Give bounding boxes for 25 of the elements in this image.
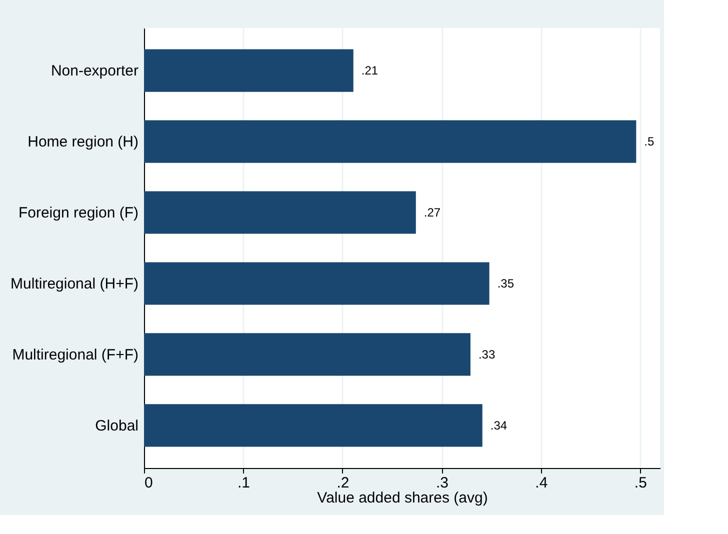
y-tick-label: Multiregional (F+F) (12, 346, 138, 364)
bar (144, 49, 354, 92)
data-label: .34 (490, 418, 508, 432)
y-tick-label: Multiregional (H+F) (10, 275, 138, 292)
x-axis-title: Value added shares (avg) (317, 490, 488, 506)
data-label: .27 (424, 206, 441, 220)
x-tick-label: .3 (436, 474, 448, 492)
bar (144, 333, 470, 376)
bar (144, 120, 636, 163)
x-tick-label: .4 (535, 474, 548, 492)
data-label: .35 (497, 276, 514, 290)
y-tick-label: Home region (H) (28, 134, 138, 151)
x-tick-label: .1 (237, 474, 250, 492)
data-label: .5 (644, 134, 655, 149)
x-tick-label: 0 (144, 474, 153, 492)
data-label: .21 (361, 64, 378, 78)
bar (144, 191, 416, 234)
x-tick-label: .2 (336, 474, 350, 492)
y-tick-label: Foreign region (F) (18, 204, 138, 222)
data-label: .33 (478, 347, 496, 362)
bar (144, 262, 490, 305)
x-tick-label: .5 (634, 474, 647, 492)
y-tick-label: Global (95, 417, 138, 434)
bar (144, 404, 482, 447)
y-tick-label: Non-exporter (50, 62, 138, 80)
